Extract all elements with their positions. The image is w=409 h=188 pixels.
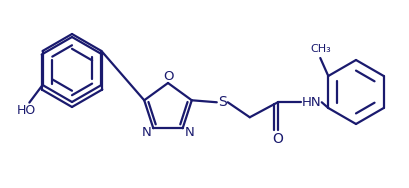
Text: HO: HO (17, 104, 36, 117)
Text: CH₃: CH₃ (310, 44, 330, 54)
Text: S: S (218, 95, 227, 109)
Text: O: O (272, 132, 283, 146)
Text: N: N (142, 126, 151, 139)
Text: HN: HN (302, 96, 321, 109)
Text: O: O (163, 70, 173, 83)
Text: N: N (185, 126, 195, 139)
